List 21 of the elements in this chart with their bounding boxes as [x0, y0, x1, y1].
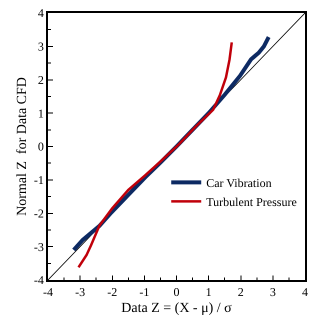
y-tick-label: 3 [38, 40, 44, 54]
x-tick-label: -1 [139, 285, 150, 300]
y-tick-label: 4 [38, 6, 44, 20]
y-tick-label: -1 [34, 173, 44, 188]
y-tick-label: -4 [34, 273, 44, 288]
x-tick-label: 3 [270, 285, 276, 300]
x-tick-label: 0 [174, 285, 180, 300]
legend-label: Car Vibration [206, 176, 272, 190]
x-tick-label: 2 [238, 285, 244, 300]
y-tick-label: -2 [34, 206, 44, 220]
x-tick-label: 4 [302, 285, 308, 300]
y-tick-label: 2 [38, 72, 44, 87]
x-tick-label: -3 [75, 285, 86, 300]
x-tick-label: 1 [206, 285, 212, 300]
y-tick-label: 1 [38, 106, 44, 120]
y-tick-label: 0 [38, 140, 44, 154]
x-tick-label: -2 [107, 285, 118, 300]
legend-label: Turbulent Pressure [206, 195, 297, 210]
y-tick-label: -3 [34, 240, 44, 254]
x-axis-title: Data Z = (X - μ) / σ [121, 300, 232, 316]
y-axis-title: Normal Z for Data CFD [14, 77, 30, 216]
